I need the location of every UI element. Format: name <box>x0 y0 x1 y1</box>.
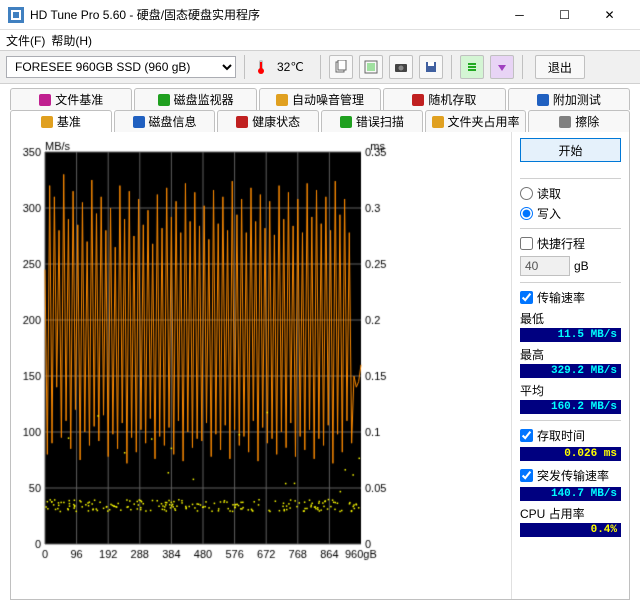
read-radio[interactable] <box>520 187 533 200</box>
down-button[interactable] <box>490 55 514 79</box>
tab-icon <box>412 94 424 106</box>
min-value: 11.5 MB/s <box>520 328 621 342</box>
quick-checkbox[interactable] <box>520 237 533 250</box>
toolbar: FORESEE 960GB SSD (960 gB) 32℃ 退出 <box>0 50 640 84</box>
tab-label: 健康状态 <box>252 113 300 130</box>
access-label: 存取时间 <box>537 427 585 444</box>
transfer-label: 传输速率 <box>537 289 585 306</box>
tab-row-1: 文件基准 磁盘监视器 自动噪音管理 随机存取 附加测试 <box>0 84 640 110</box>
chart-pane <box>11 132 511 599</box>
tab-文件基准[interactable]: 文件基准 <box>10 88 132 110</box>
quick-label: 快捷行程 <box>537 235 585 252</box>
burst-checkbox[interactable] <box>520 469 533 482</box>
benchmark-chart <box>15 138 391 568</box>
tab-label: 随机存取 <box>428 91 476 108</box>
tab-label: 擦除 <box>575 113 599 130</box>
tab-icon <box>133 116 145 128</box>
tab-icon <box>236 116 248 128</box>
read-label: 读取 <box>537 185 561 202</box>
max-value: 329.2 MB/s <box>520 364 621 378</box>
app-icon <box>8 7 24 23</box>
tab-label: 文件夹占用率 <box>448 113 520 130</box>
tab-磁盘监视器[interactable]: 磁盘监视器 <box>134 88 256 110</box>
side-panel: 开始 读取 写入 快捷行程 gB 传输速率 最低 11.5 MB/s 最高 32… <box>511 132 629 599</box>
avg-value: 160.2 MB/s <box>520 400 621 414</box>
min-label: 最低 <box>520 310 621 327</box>
drive-select[interactable]: FORESEE 960GB SSD (960 gB) <box>6 56 236 78</box>
tab-label: 磁盘信息 <box>149 113 197 130</box>
tab-label: 基准 <box>57 113 81 130</box>
block-size-input[interactable] <box>520 256 570 276</box>
tab-icon <box>340 116 352 128</box>
tab-icon <box>39 94 51 106</box>
tab-随机存取[interactable]: 随机存取 <box>383 88 505 110</box>
content-panel: 开始 读取 写入 快捷行程 gB 传输速率 最低 11.5 MB/s 最高 32… <box>10 132 630 600</box>
tab-健康状态[interactable]: 健康状态 <box>217 110 319 132</box>
write-radio[interactable] <box>520 207 533 220</box>
tab-label: 附加测试 <box>553 91 601 108</box>
access-checkbox[interactable] <box>520 429 533 442</box>
tab-label: 文件基准 <box>55 91 103 108</box>
screenshot-button[interactable] <box>359 55 383 79</box>
burst-label: 突发传输速率 <box>537 467 609 484</box>
tab-icon <box>276 94 288 106</box>
tab-icon <box>559 116 571 128</box>
tab-icon <box>537 94 549 106</box>
access-value: 0.026 ms <box>520 447 621 461</box>
tab-附加测试[interactable]: 附加测试 <box>508 88 630 110</box>
tab-label: 错误扫描 <box>356 113 404 130</box>
tab-擦除[interactable]: 擦除 <box>528 110 630 132</box>
tab-label: 磁盘监视器 <box>174 91 234 108</box>
maximize-button[interactable]: ☐ <box>542 0 587 30</box>
tab-label: 自动噪音管理 <box>292 91 364 108</box>
title-bar: HD Tune Pro 5.60 - 硬盘/固态硬盘实用程序 ─ ☐ ✕ <box>0 0 640 30</box>
temperature-label: 32℃ <box>277 60 304 74</box>
menu-file[interactable]: 文件(F) <box>6 32 45 49</box>
minimize-button[interactable]: ─ <box>497 0 542 30</box>
tab-icon <box>41 116 53 128</box>
burst-value: 140.7 MB/s <box>520 487 621 501</box>
options-button[interactable] <box>460 55 484 79</box>
close-button[interactable]: ✕ <box>587 0 632 30</box>
max-label: 最高 <box>520 346 621 363</box>
avg-label: 平均 <box>520 382 621 399</box>
cpu-label: CPU 占用率 <box>520 505 621 522</box>
tab-row-2: 基准 磁盘信息 健康状态 错误扫描 文件夹占用率 擦除 <box>0 110 640 132</box>
block-unit: gB <box>574 259 589 273</box>
cpu-value: 0.4% <box>520 523 621 537</box>
tab-icon <box>158 94 170 106</box>
menu-help[interactable]: 帮助(H) <box>51 32 92 49</box>
copy-button[interactable] <box>329 55 353 79</box>
tab-icon <box>432 116 444 128</box>
save-button[interactable] <box>419 55 443 79</box>
write-label: 写入 <box>537 205 561 222</box>
camera-button[interactable] <box>389 55 413 79</box>
transfer-checkbox[interactable] <box>520 291 533 304</box>
tab-基准[interactable]: 基准 <box>10 110 112 132</box>
tab-错误扫描[interactable]: 错误扫描 <box>321 110 423 132</box>
tab-文件夹占用率[interactable]: 文件夹占用率 <box>425 110 527 132</box>
menu-bar: 文件(F) 帮助(H) <box>0 30 640 50</box>
start-button[interactable]: 开始 <box>520 138 621 162</box>
exit-button[interactable]: 退出 <box>535 55 585 79</box>
tab-磁盘信息[interactable]: 磁盘信息 <box>114 110 216 132</box>
tab-自动噪音管理[interactable]: 自动噪音管理 <box>259 88 381 110</box>
thermometer-icon <box>253 59 269 75</box>
window-title: HD Tune Pro 5.60 - 硬盘/固态硬盘实用程序 <box>30 6 497 23</box>
